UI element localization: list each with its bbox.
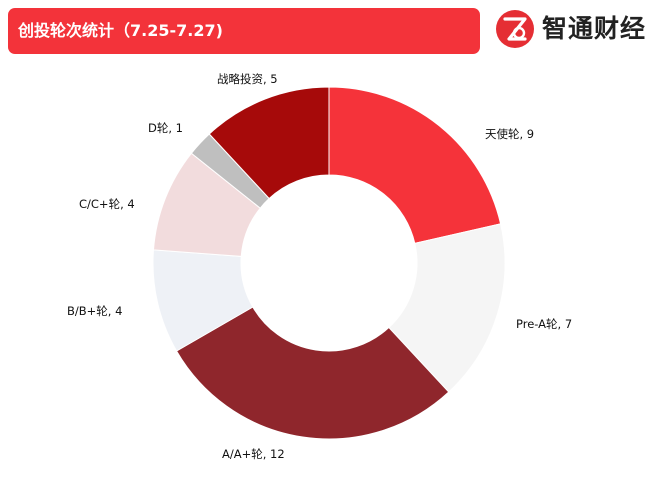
slice-label-4: C/C+轮, 4 — [79, 197, 135, 211]
slice-6 — [208, 86, 330, 200]
slice-label-6: 战略投资, 5 — [217, 72, 278, 86]
slice-1 — [388, 223, 506, 393]
slice-label-0: 天使轮, 9 — [485, 127, 534, 141]
brand-logo: 智通财经 — [495, 9, 647, 49]
zhitong-logo-icon — [496, 10, 534, 48]
logo-text: 智通财经 — [542, 14, 647, 43]
page-title: 创投轮次统计（7.25-7.27) — [18, 21, 223, 40]
chart-slices — [152, 86, 506, 440]
slice-label-3: B/B+轮, 4 — [67, 304, 122, 318]
slice-label-2: A/A+轮, 12 — [222, 447, 285, 461]
chart-labels: 天使轮, 9 Pre-A轮, 7 A/A+轮, 12 B/B+轮, 4 C/C+轮, 4… — [67, 72, 572, 461]
donut-chart: 天使轮, 9 Pre-A轮, 7 A/A+轮, 12 B/B+轮, 4 C/C+轮, 4… — [67, 72, 572, 461]
slice-label-1: Pre-A轮, 7 — [516, 317, 572, 331]
title-bar: 创投轮次统计（7.25-7.27) — [8, 8, 480, 54]
slice-label-5: D轮, 1 — [148, 121, 183, 135]
slice-0 — [328, 86, 502, 245]
slice-2 — [175, 306, 450, 440]
